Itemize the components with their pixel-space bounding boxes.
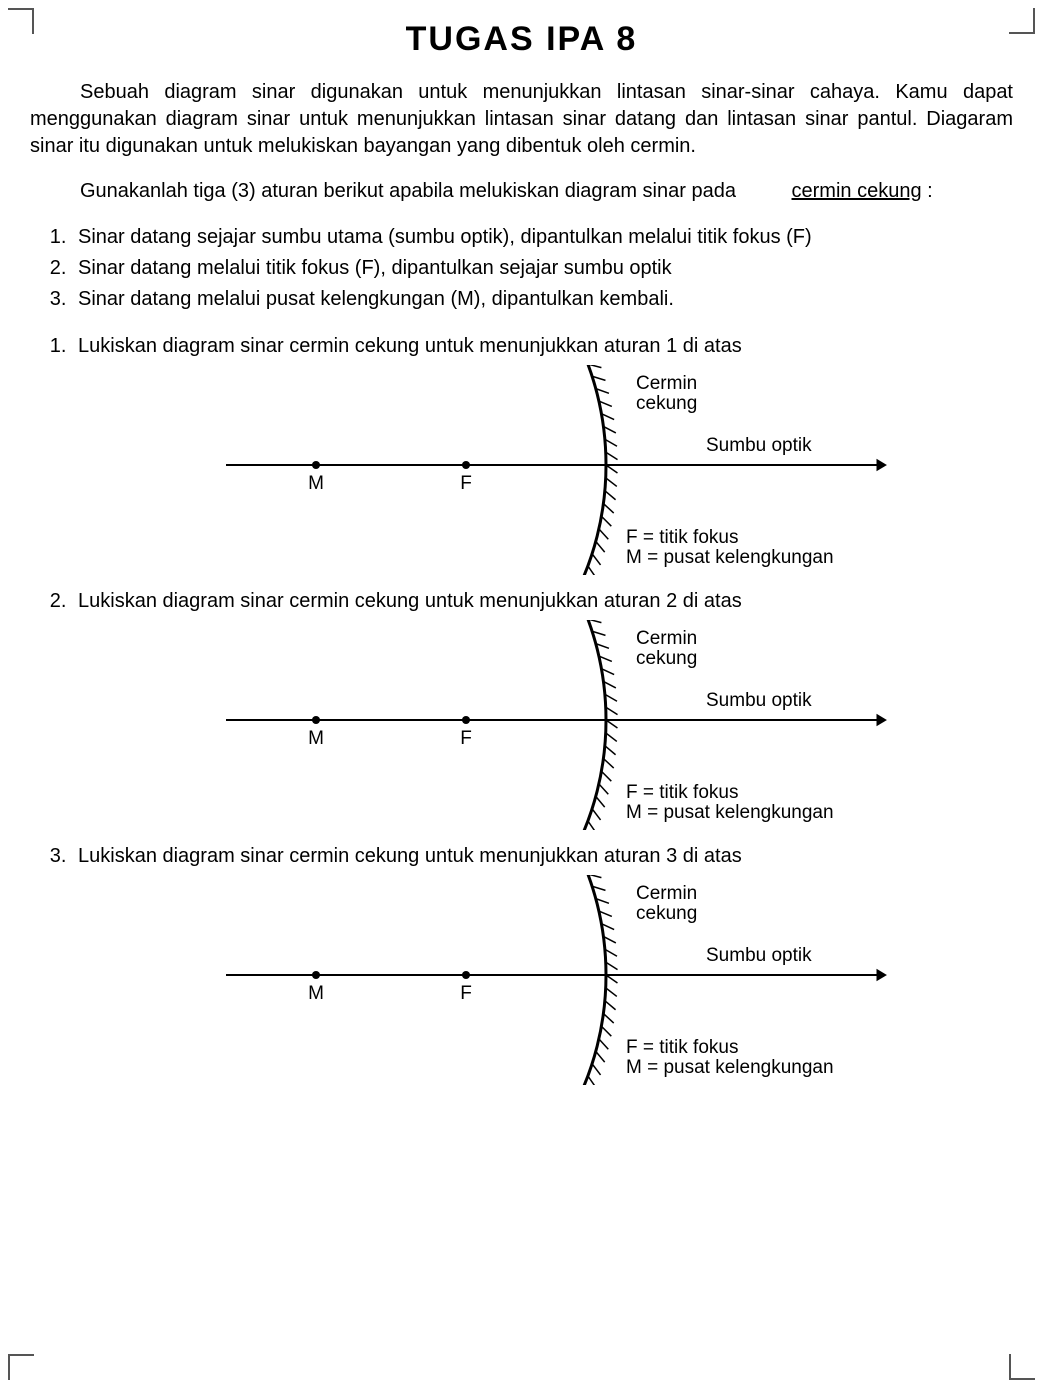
svg-text:F: F xyxy=(460,473,472,494)
svg-text:Cermin: Cermin xyxy=(636,373,697,394)
intro-paragraph: Sebuah diagram sinar digunakan untuk men… xyxy=(30,79,1013,160)
crop-mark xyxy=(1009,1354,1035,1380)
svg-text:M = pusat kelengkungan: M = pusat kelengkungan xyxy=(626,1057,834,1078)
svg-text:F: F xyxy=(460,728,472,749)
mirror-diagram: M F Cermincekung Sumbu optik F = titik fokus… xyxy=(186,365,906,575)
rule-item: Sinar datang melalui titik fokus (F), di… xyxy=(72,254,1013,283)
lead-in-suffix: : xyxy=(922,180,933,202)
svg-text:cekung: cekung xyxy=(636,903,697,924)
rules-list: Sinar datang sejajar sumbu utama (sumbu … xyxy=(30,223,1013,314)
lead-in-underlined: cermin cekung xyxy=(792,180,922,202)
mirror-diagram: M F Cermincekung Sumbu optik F = titik fokus… xyxy=(186,620,906,830)
svg-text:M = pusat kelengkungan: M = pusat kelengkungan xyxy=(626,547,834,568)
task-text: Lukiskan diagram sinar cermin cekung unt… xyxy=(78,845,742,867)
task-item: Lukiskan diagram sinar cermin cekung unt… xyxy=(72,587,1013,830)
intro-text: Sebuah diagram sinar digunakan untuk men… xyxy=(30,81,1013,157)
svg-text:Cermin: Cermin xyxy=(636,883,697,904)
svg-text:Sumbu optik: Sumbu optik xyxy=(706,945,812,966)
svg-text:Sumbu optik: Sumbu optik xyxy=(706,435,812,456)
crop-mark xyxy=(1009,8,1035,34)
svg-text:M: M xyxy=(308,728,324,749)
svg-text:F = titik fokus: F = titik fokus xyxy=(626,782,738,803)
page-title: TUGAS IPA 8 xyxy=(30,20,1013,59)
svg-text:M: M xyxy=(308,473,324,494)
page: TUGAS IPA 8 Sebuah diagram sinar digunak… xyxy=(0,0,1043,1388)
lead-in-prefix: Gunakanlah tiga (3) aturan berikut apabi… xyxy=(80,180,736,202)
rule-item: Sinar datang melalui pusat kelengkungan … xyxy=(72,285,1013,314)
svg-text:F: F xyxy=(460,983,472,1004)
tasks-list: Lukiskan diagram sinar cermin cekung unt… xyxy=(30,332,1013,1085)
svg-text:M: M xyxy=(308,983,324,1004)
task-item: Lukiskan diagram sinar cermin cekung unt… xyxy=(72,332,1013,575)
svg-text:Sumbu optik: Sumbu optik xyxy=(706,690,812,711)
crop-mark xyxy=(8,8,34,34)
svg-text:F = titik fokus: F = titik fokus xyxy=(626,1037,738,1058)
crop-mark xyxy=(8,1354,34,1380)
task-text: Lukiskan diagram sinar cermin cekung unt… xyxy=(78,590,742,612)
mirror-diagram: M F Cermincekung Sumbu optik F = titik fokus… xyxy=(186,875,906,1085)
task-text: Lukiskan diagram sinar cermin cekung unt… xyxy=(78,335,742,357)
svg-text:cekung: cekung xyxy=(636,648,697,669)
svg-text:cekung: cekung xyxy=(636,393,697,414)
lead-in: Gunakanlah tiga (3) aturan berikut apabi… xyxy=(30,178,1013,205)
svg-text:F = titik fokus: F = titik fokus xyxy=(626,527,738,548)
svg-text:M = pusat kelengkungan: M = pusat kelengkungan xyxy=(626,802,834,823)
task-item: Lukiskan diagram sinar cermin cekung unt… xyxy=(72,842,1013,1085)
rule-item: Sinar datang sejajar sumbu utama (sumbu … xyxy=(72,223,1013,252)
svg-text:Cermin: Cermin xyxy=(636,628,697,649)
